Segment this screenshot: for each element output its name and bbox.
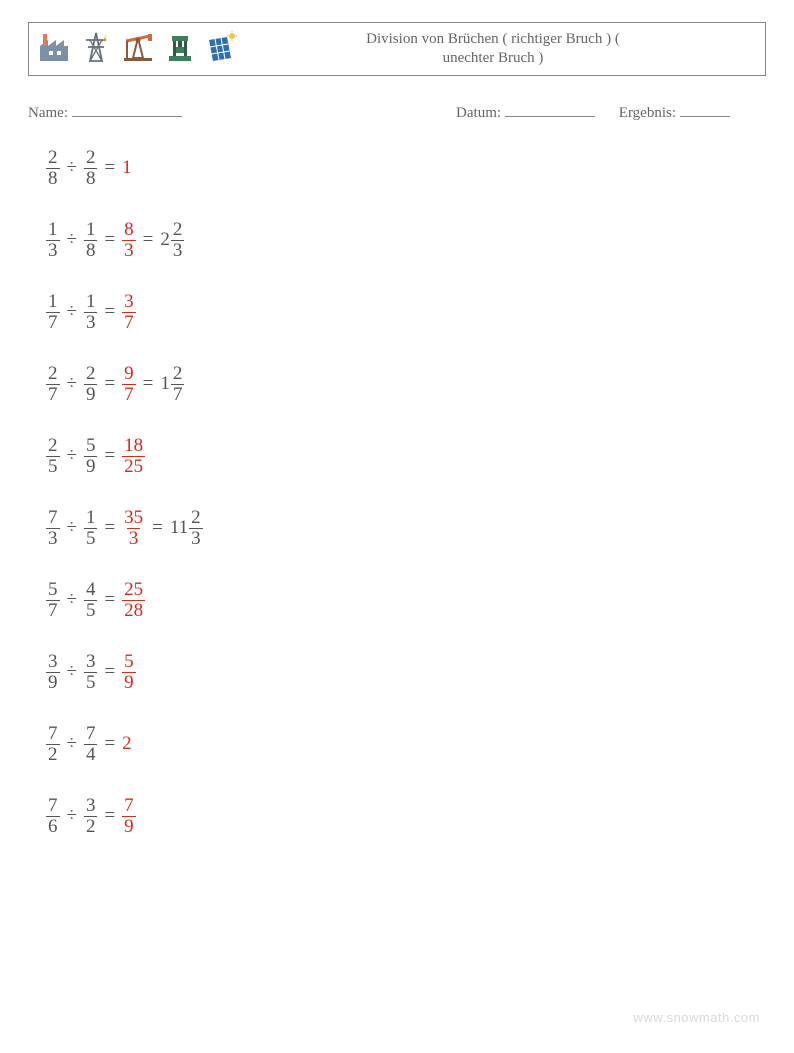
problem-row: 72÷74=2 xyxy=(46,722,766,766)
factory-icon xyxy=(37,30,71,69)
problem-row: 57÷45=2528 xyxy=(46,578,766,622)
problem-row: 27÷29=97=127 xyxy=(46,362,766,406)
header-box: Division von Brüchen ( richtiger Bruch )… xyxy=(28,22,766,76)
problem-row: 73÷15=353=1123 xyxy=(46,506,766,550)
problem-row: 39÷35=59 xyxy=(46,650,766,694)
answer-fraction: 97 xyxy=(122,364,136,405)
answer-fraction: 79 xyxy=(122,796,136,837)
divide-op: ÷ xyxy=(67,733,77,755)
equals: = xyxy=(104,229,115,251)
watermark: www.snowmath.com xyxy=(634,1010,760,1025)
divide-op: ÷ xyxy=(67,301,77,323)
equals: = xyxy=(104,661,115,683)
answer-fraction: 83 xyxy=(122,220,136,261)
answer-mixed: 1123 xyxy=(170,508,203,549)
equals: = xyxy=(104,157,115,179)
meta-row: Name: Datum: Ergebnis: xyxy=(28,102,766,122)
divide-op: ÷ xyxy=(67,589,77,611)
equals: = xyxy=(104,733,115,755)
equals: = xyxy=(104,805,115,827)
divide-op: ÷ xyxy=(67,517,77,539)
solar-panel-icon xyxy=(205,30,239,69)
name-label: Name: xyxy=(28,105,68,121)
answer-fraction: 2528 xyxy=(122,580,145,621)
divide-op: ÷ xyxy=(67,373,77,395)
problems-list: 28÷28=113÷18=83=22317÷13=3727÷29=97=1272… xyxy=(28,146,766,838)
answer-fraction: 1825 xyxy=(122,436,145,477)
equals: = xyxy=(104,589,115,611)
problem-row: 76÷32=79 xyxy=(46,794,766,838)
result-blank[interactable] xyxy=(680,102,730,117)
press-machine-icon xyxy=(163,30,197,69)
equals: = xyxy=(152,517,163,539)
problem-row: 13÷18=83=223 xyxy=(46,218,766,262)
equals: = xyxy=(104,445,115,467)
header-icons xyxy=(37,30,239,69)
problem-row: 25÷59=1825 xyxy=(46,434,766,478)
equals: = xyxy=(104,301,115,323)
answer-mixed: 223 xyxy=(160,220,184,261)
divide-op: ÷ xyxy=(67,229,77,251)
title-line-1: Division von Brüchen ( richtiger Bruch )… xyxy=(366,31,620,47)
date-blank[interactable] xyxy=(505,102,595,117)
result-label: Ergebnis: xyxy=(619,105,676,121)
equals: = xyxy=(104,517,115,539)
title-line-2: unechter Bruch ) xyxy=(443,50,544,66)
answer-mixed: 127 xyxy=(160,364,184,405)
answer-fraction: 353 xyxy=(122,508,145,549)
answer-whole: 1 xyxy=(122,157,132,179)
date-label: Datum: xyxy=(456,105,501,121)
divide-op: ÷ xyxy=(67,805,77,827)
answer-whole: 2 xyxy=(122,733,132,755)
name-blank[interactable] xyxy=(72,102,182,117)
answer-fraction: 37 xyxy=(122,292,136,333)
oil-pump-icon xyxy=(121,30,155,69)
equals: = xyxy=(143,229,154,251)
divide-op: ÷ xyxy=(67,157,77,179)
equals: = xyxy=(143,373,154,395)
problem-row: 28÷28=1 xyxy=(46,146,766,190)
problem-row: 17÷13=37 xyxy=(46,290,766,334)
power-tower-icon xyxy=(79,30,113,69)
worksheet-title: Division von Brüchen ( richtiger Bruch )… xyxy=(239,30,757,68)
equals: = xyxy=(104,373,115,395)
divide-op: ÷ xyxy=(67,445,77,467)
divide-op: ÷ xyxy=(67,661,77,683)
answer-fraction: 59 xyxy=(122,652,136,693)
